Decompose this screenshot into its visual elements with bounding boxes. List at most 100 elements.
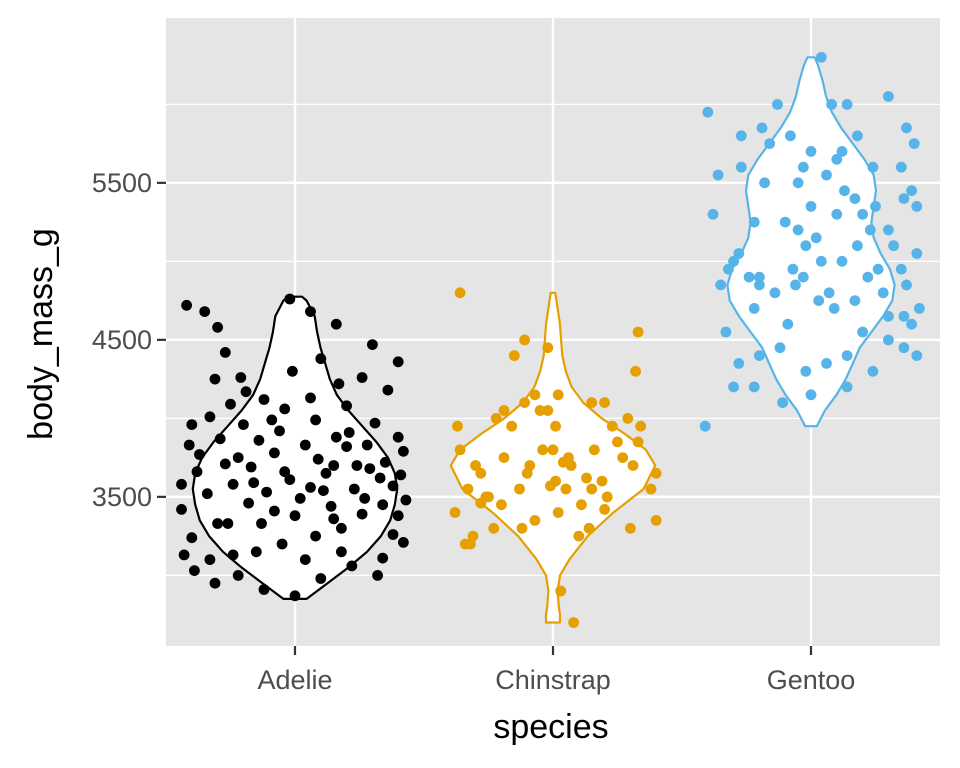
data-point-adelie — [315, 353, 327, 365]
data-point-adelie — [330, 431, 342, 443]
data-point-chinstrap — [488, 522, 500, 534]
data-point-adelie — [261, 486, 272, 498]
data-point-adelie — [235, 372, 247, 383]
data-point-adelie — [238, 419, 249, 430]
data-point-adelie — [253, 434, 265, 446]
data-point-gentoo — [797, 161, 809, 173]
data-point-chinstrap — [475, 497, 487, 509]
data-point-adelie — [227, 478, 239, 490]
data-point-gentoo — [782, 318, 794, 330]
data-point-chinstrap — [650, 515, 662, 526]
data-point-gentoo — [715, 279, 727, 291]
data-point-adelie — [310, 414, 321, 426]
data-point-chinstrap — [550, 420, 561, 432]
data-point-adelie — [310, 530, 321, 542]
data-point-adelie — [372, 570, 383, 581]
violin-layer — [191, 56, 896, 624]
data-point-chinstrap — [557, 456, 569, 468]
data-point-gentoo — [699, 420, 711, 432]
data-point-gentoo — [867, 161, 879, 173]
data-point-gentoo — [707, 208, 719, 220]
data-point-gentoo — [836, 146, 848, 157]
data-point-adelie — [289, 510, 301, 522]
data-point-chinstrap — [498, 405, 510, 416]
data-point-chinstrap — [650, 467, 662, 479]
data-point-gentoo — [735, 130, 747, 142]
data-point-chinstrap — [560, 483, 572, 495]
data-point-gentoo — [883, 334, 894, 346]
data-point-adelie — [222, 518, 234, 529]
data-point-gentoo — [901, 279, 912, 291]
data-point-gentoo — [774, 342, 786, 354]
data-point-gentoo — [911, 201, 923, 212]
data-point-gentoo — [895, 161, 907, 173]
data-point-chinstrap — [545, 480, 556, 492]
data-point-gentoo — [756, 122, 768, 134]
data-point-adelie — [320, 467, 332, 479]
data-point-gentoo — [898, 342, 910, 354]
data-point-adelie — [400, 494, 412, 506]
data-point-gentoo — [754, 279, 765, 291]
data-point-adelie — [219, 458, 231, 470]
data-point-adelie — [258, 394, 270, 405]
data-point-gentoo — [870, 201, 881, 212]
data-point-chinstrap — [534, 405, 546, 416]
data-point-gentoo — [877, 287, 889, 299]
data-point-adelie — [245, 461, 257, 473]
data-point-adelie — [299, 554, 311, 565]
data-point-adelie — [398, 445, 409, 457]
data-point-chinstrap — [588, 444, 600, 456]
data-point-chinstrap — [596, 475, 608, 487]
data-point-adelie — [256, 518, 267, 529]
data-point-gentoo — [712, 169, 724, 181]
data-point-chinstrap — [635, 420, 647, 432]
data-point-gentoo — [883, 224, 894, 236]
violin-chinstrap — [449, 291, 657, 624]
data-point-chinstrap — [632, 326, 644, 338]
data-point-chinstrap — [573, 530, 585, 542]
data-point-adelie — [328, 513, 340, 525]
data-point-chinstrap — [583, 522, 595, 534]
data-point-adelie — [183, 439, 195, 451]
data-point-adelie — [395, 469, 407, 481]
data-point-adelie — [356, 372, 368, 383]
data-point-adelie — [377, 552, 389, 564]
data-point-adelie — [341, 400, 352, 412]
data-point-adelie — [276, 538, 288, 550]
data-point-chinstrap — [524, 460, 536, 471]
data-point-chinstrap — [568, 617, 579, 628]
data-point-adelie — [305, 482, 316, 493]
data-point-adelie — [336, 522, 347, 534]
data-point-gentoo — [810, 232, 822, 244]
data-point-gentoo — [772, 99, 783, 110]
data-point-adelie — [346, 560, 358, 572]
data-point-gentoo — [797, 271, 809, 283]
data-point-gentoo — [911, 350, 923, 361]
data-point-adelie — [294, 493, 306, 504]
data-point-gentoo — [895, 263, 907, 275]
data-point-gentoo — [867, 365, 879, 377]
data-point-adelie — [361, 439, 373, 451]
data-point-chinstrap — [529, 515, 541, 526]
data-point-gentoo — [813, 295, 825, 306]
data-point-adelie — [387, 480, 399, 492]
data-point-chinstrap — [449, 507, 461, 518]
data-point-chinstrap — [454, 287, 466, 299]
data-point-gentoo — [857, 208, 868, 220]
data-point-adelie — [225, 398, 236, 410]
data-point-adelie — [212, 321, 224, 333]
data-point-chinstrap — [599, 504, 610, 515]
data-point-adelie — [204, 411, 216, 423]
data-point-gentoo — [826, 99, 837, 110]
data-point-gentoo — [790, 279, 801, 291]
data-point-adelie — [279, 466, 291, 478]
data-point-adelie — [367, 339, 378, 350]
data-point-gentoo — [821, 169, 832, 181]
data-point-gentoo — [852, 240, 863, 252]
data-point-adelie — [351, 460, 363, 471]
data-point-chinstrap — [645, 483, 657, 495]
data-point-gentoo — [805, 146, 817, 157]
data-point-adelie — [312, 453, 324, 465]
data-point-adelie — [299, 439, 311, 451]
x-tick-label: Adelie — [257, 665, 332, 695]
